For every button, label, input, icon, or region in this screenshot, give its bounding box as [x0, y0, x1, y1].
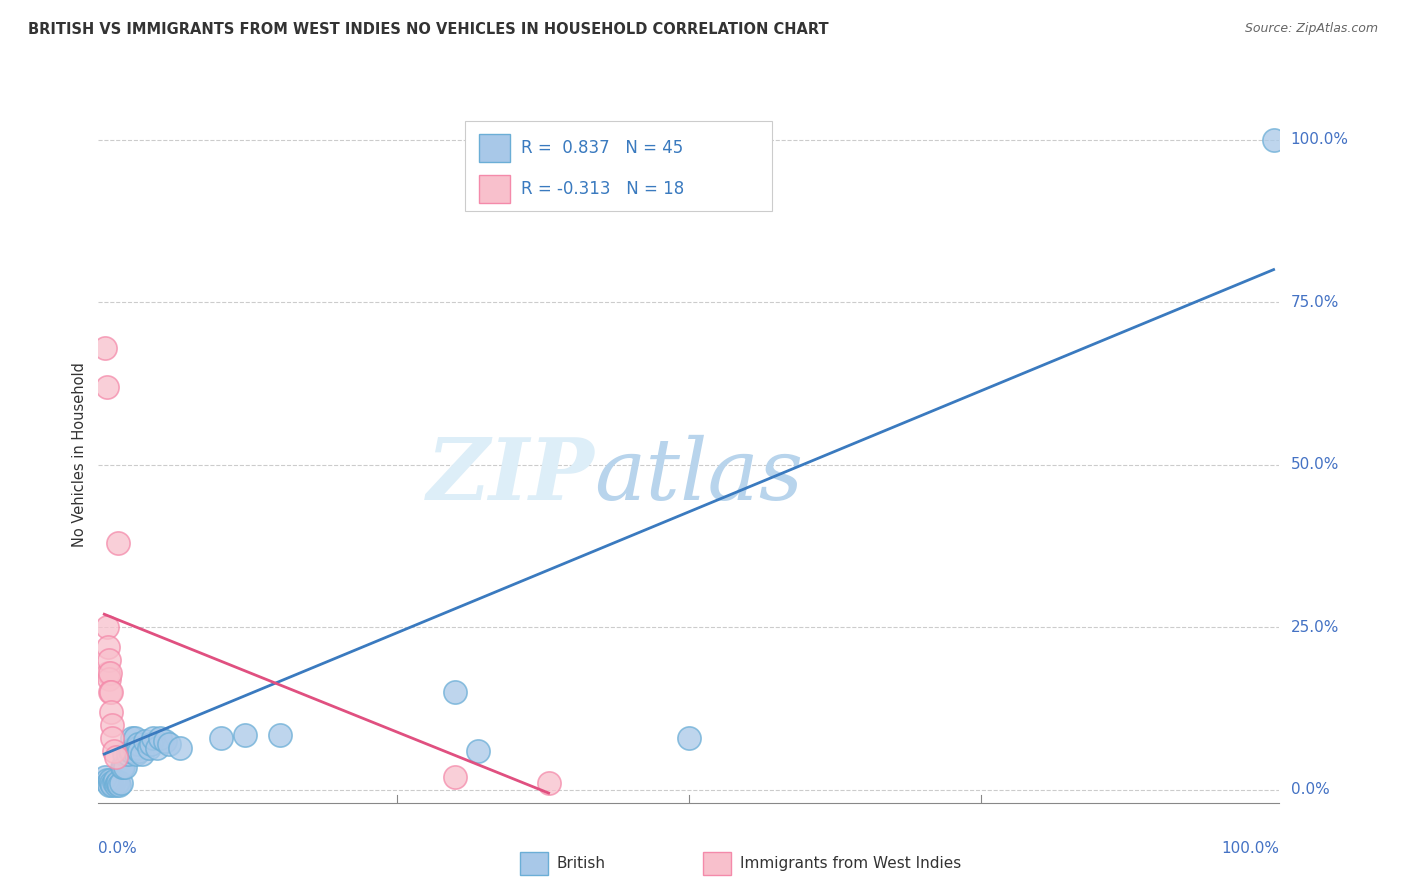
Point — [101, 731, 124, 745]
Point — [138, 740, 160, 755]
Text: Immigrants from West Indies: Immigrants from West Indies — [740, 856, 960, 871]
Text: R =  0.837   N = 45: R = 0.837 N = 45 — [520, 139, 683, 157]
Point — [97, 776, 120, 790]
Point — [118, 744, 141, 758]
Point — [100, 685, 122, 699]
Point — [127, 737, 149, 751]
Text: 50.0%: 50.0% — [1291, 458, 1339, 472]
Point — [149, 731, 172, 745]
Point — [103, 744, 125, 758]
Point — [97, 672, 120, 686]
Point — [110, 776, 132, 790]
Point — [146, 740, 169, 755]
Text: BRITISH VS IMMIGRANTS FROM WEST INDIES NO VEHICLES IN HOUSEHOLD CORRELATION CHAR: BRITISH VS IMMIGRANTS FROM WEST INDIES N… — [28, 22, 828, 37]
Point — [128, 744, 150, 758]
Point — [122, 740, 145, 755]
Point — [98, 772, 121, 787]
Point — [139, 737, 162, 751]
Point — [121, 731, 143, 745]
Point — [97, 640, 120, 654]
Point — [444, 685, 467, 699]
Point — [233, 727, 256, 741]
Point — [120, 744, 142, 758]
Point — [98, 665, 121, 680]
Point — [111, 760, 134, 774]
Point — [157, 737, 180, 751]
Point — [111, 760, 134, 774]
Point — [269, 727, 291, 741]
Point — [105, 776, 128, 790]
Point — [131, 747, 153, 761]
Point — [100, 705, 122, 719]
Text: 75.0%: 75.0% — [1291, 294, 1339, 310]
Point — [124, 731, 146, 745]
Point — [104, 778, 127, 792]
Text: 25.0%: 25.0% — [1291, 620, 1339, 635]
Point — [125, 740, 148, 755]
Point — [153, 734, 176, 748]
Text: 100.0%: 100.0% — [1222, 841, 1279, 856]
Point — [104, 750, 127, 764]
Point — [537, 776, 560, 790]
Point — [96, 379, 118, 393]
Point — [96, 620, 118, 634]
Point — [678, 731, 700, 745]
Text: ZIP: ZIP — [426, 434, 595, 517]
Point — [444, 770, 467, 784]
Text: British: British — [557, 856, 606, 871]
Point — [97, 778, 120, 792]
Point — [104, 772, 127, 787]
Y-axis label: No Vehicles in Household: No Vehicles in Household — [72, 362, 87, 548]
Text: 0.0%: 0.0% — [98, 841, 138, 856]
Point — [114, 760, 136, 774]
Point — [169, 740, 191, 755]
Point — [97, 665, 120, 680]
Point — [97, 653, 120, 667]
Point — [108, 778, 131, 792]
Point — [125, 747, 148, 761]
Point — [107, 535, 129, 549]
Point — [134, 734, 156, 748]
Point — [467, 744, 489, 758]
Point — [107, 775, 129, 789]
Point — [96, 772, 118, 787]
Point — [101, 778, 124, 792]
Text: 0.0%: 0.0% — [1291, 782, 1329, 797]
Text: 100.0%: 100.0% — [1291, 132, 1348, 147]
Point — [94, 770, 117, 784]
Text: R = -0.313   N = 18: R = -0.313 N = 18 — [520, 180, 685, 198]
Point — [142, 731, 165, 745]
Point — [98, 685, 121, 699]
Text: atlas: atlas — [595, 434, 804, 517]
Point — [103, 775, 125, 789]
Point — [100, 776, 122, 790]
Text: Source: ZipAtlas.com: Source: ZipAtlas.com — [1244, 22, 1378, 36]
Point — [1263, 132, 1285, 146]
Point — [94, 341, 117, 355]
Point — [209, 731, 232, 745]
Point — [117, 747, 139, 761]
Point — [101, 718, 124, 732]
Point — [112, 747, 135, 761]
